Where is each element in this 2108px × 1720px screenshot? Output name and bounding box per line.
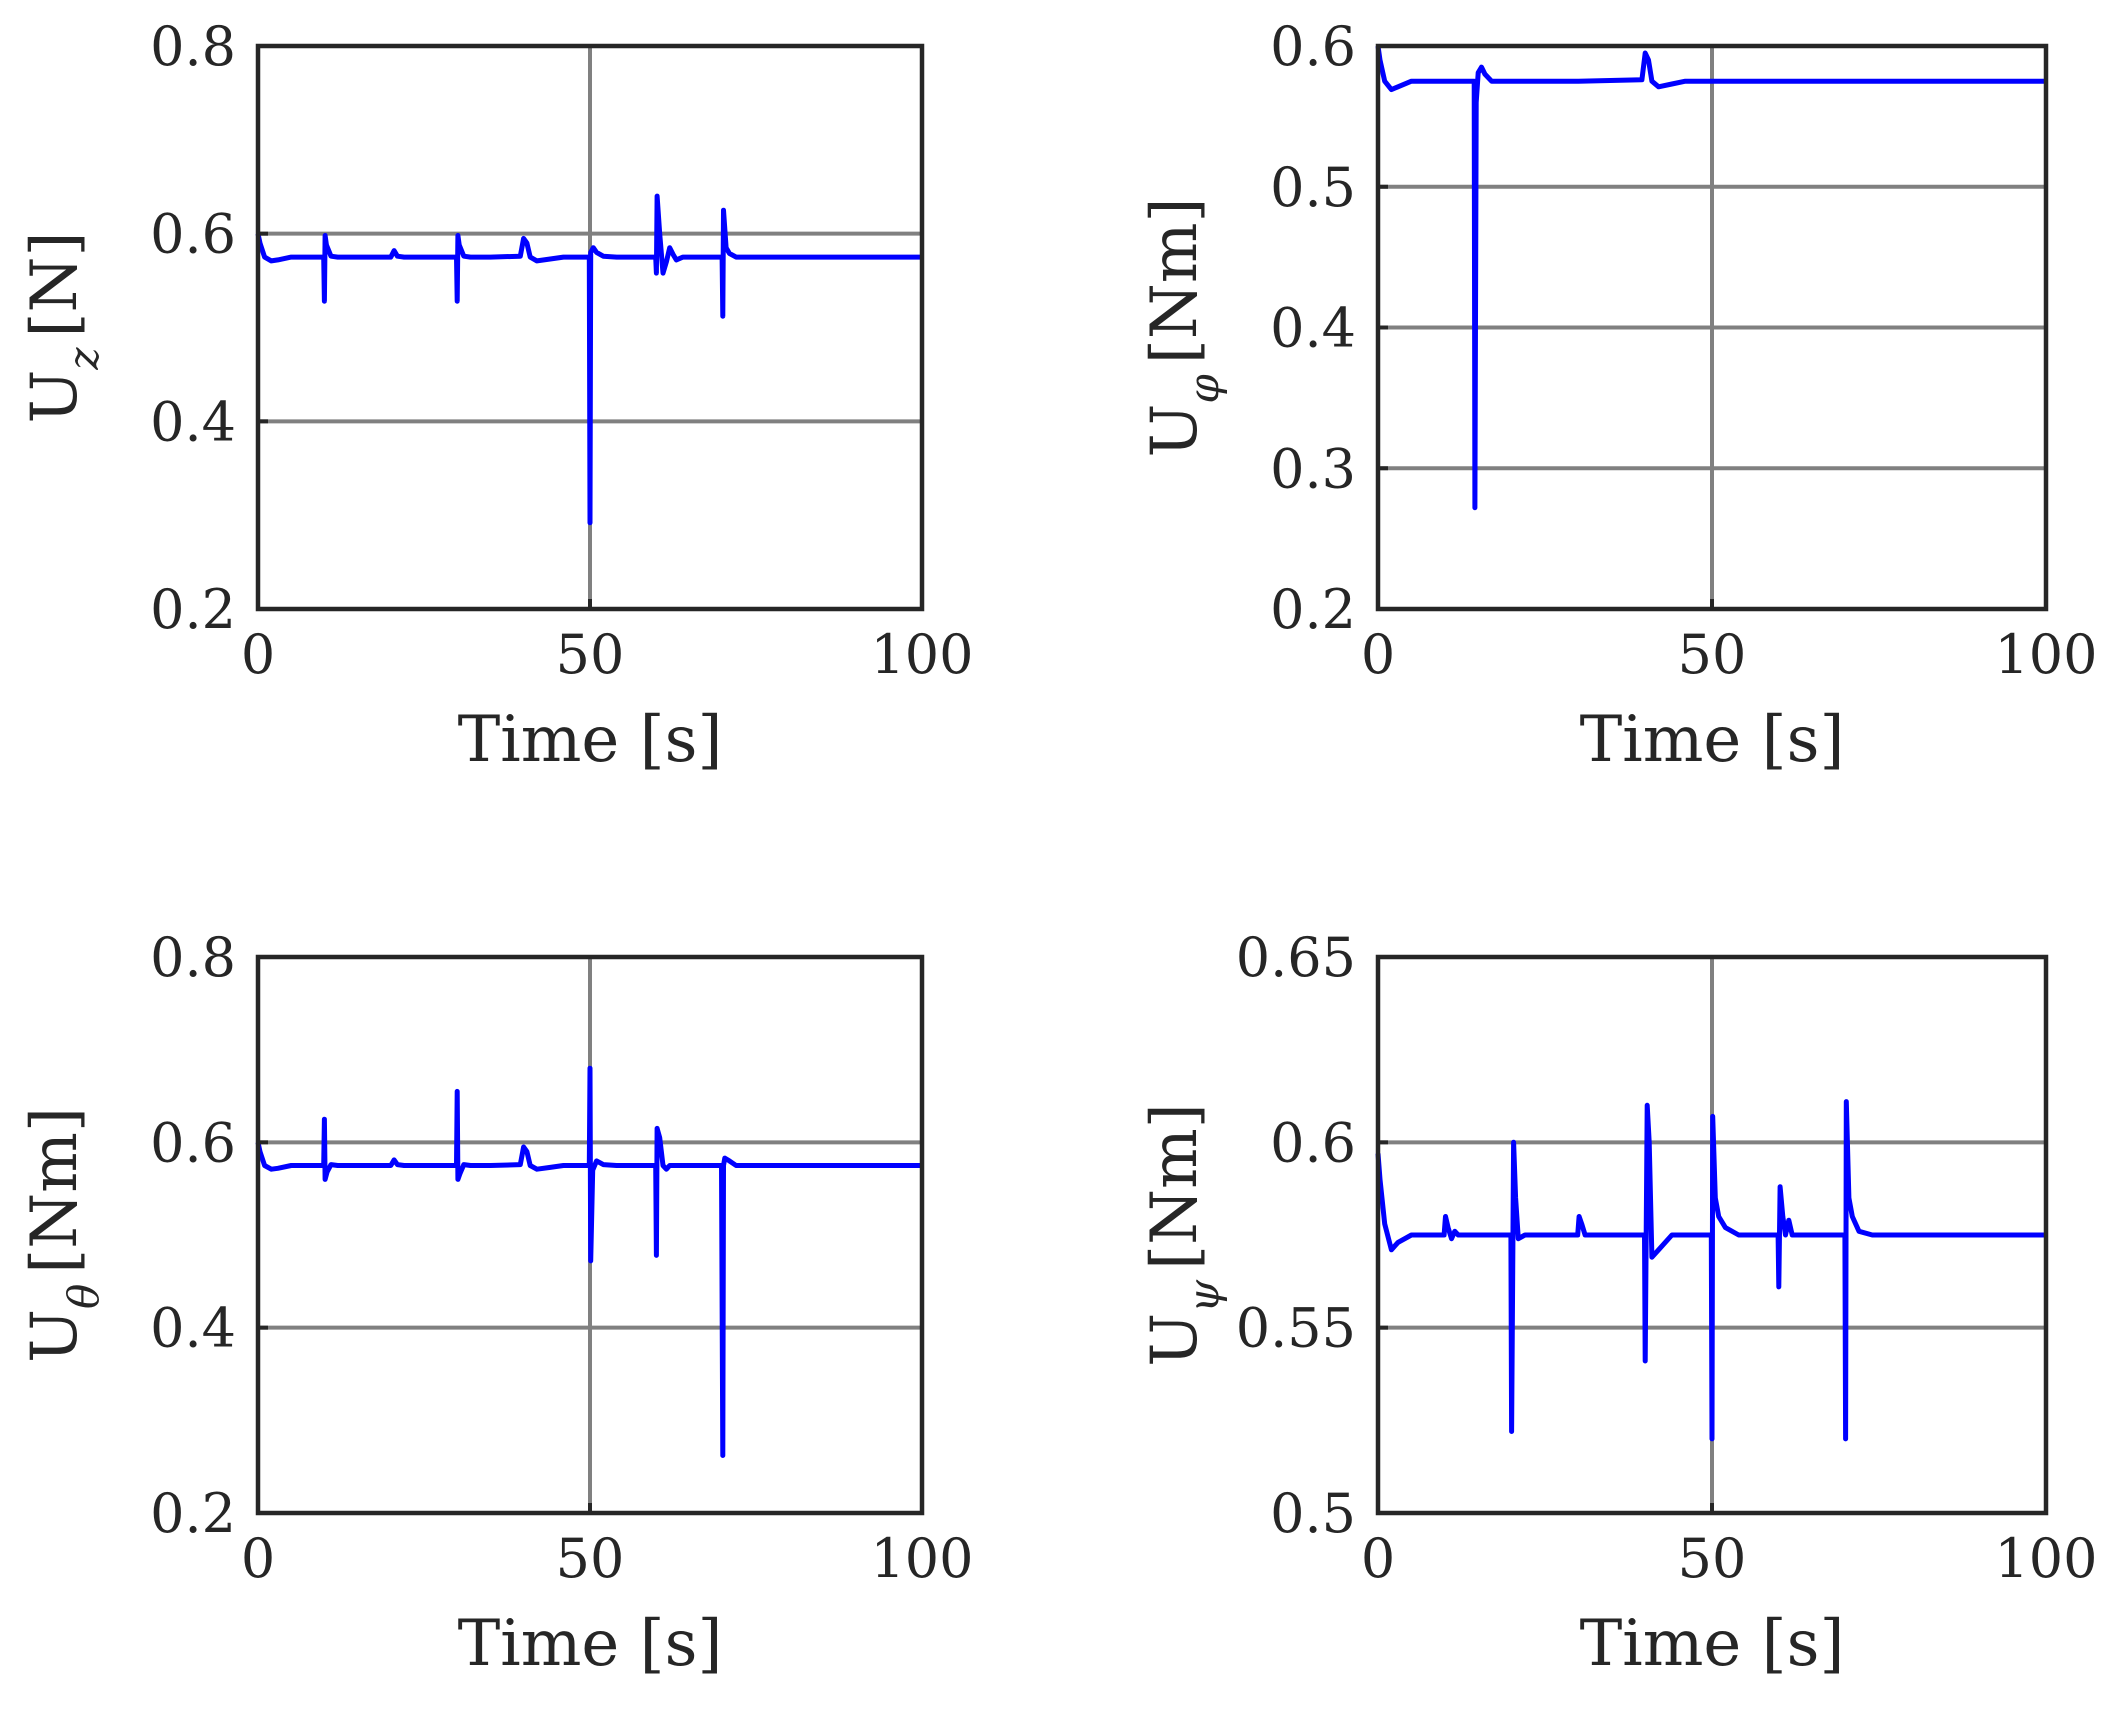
- y-tick-label: 0.8: [150, 926, 236, 989]
- y-axis-label-subscript: z: [59, 347, 108, 371]
- y-axis-label-unit: [Nm]: [18, 1107, 92, 1274]
- x-tick-label: 100: [870, 1527, 973, 1590]
- panel-3: 0 50 100 0.2 0.4 0.6 0.8 Time [s] Uθ [Nm]: [18, 926, 974, 1681]
- x-tick-label: 100: [1994, 623, 2097, 686]
- y-axis-label: Uψ [Nm]: [1138, 1103, 1228, 1367]
- y-tick-label: 0.4: [150, 390, 236, 453]
- y-tick-label: 0.8: [150, 15, 236, 78]
- y-tick-label: 0.4: [1270, 297, 1356, 360]
- y-tick-label: 0.6: [150, 203, 236, 266]
- y-axis-label: Uφ [Nm]: [1138, 198, 1228, 458]
- y-tick-label: 0.2: [1270, 578, 1356, 641]
- x-tick-label: 50: [556, 623, 625, 686]
- y-axis-label-main: U: [1138, 1313, 1212, 1367]
- y-tick-label: 0.2: [150, 1482, 236, 1545]
- y-axis-label-subscript: φ: [1179, 374, 1228, 404]
- y-tick-label: 0.5: [1270, 156, 1356, 219]
- y-axis-label: Uθ [Nm]: [18, 1107, 108, 1363]
- x-axis-label: Time [s]: [1580, 703, 1845, 777]
- y-axis-label-unit: [Nm]: [1138, 198, 1212, 365]
- x-tick-label: 50: [1678, 1527, 1747, 1590]
- y-axis-label-main: U: [18, 370, 92, 424]
- y-axis-label-unit: [Nm]: [1138, 1103, 1212, 1270]
- panel-2: 0 50 100 0.2 0.3 0.4 0.5 0.6 Time [s] Uφ [Nm]: [1138, 15, 2098, 777]
- x-axis-label: Time [s]: [458, 1607, 723, 1681]
- y-tick-label: 0.65: [1236, 926, 1356, 989]
- y-tick-label: 0.6: [1270, 1111, 1356, 1174]
- y-axis-label-subscript: θ: [59, 1284, 108, 1309]
- y-axis-label-unit: [N]: [18, 231, 92, 337]
- series-line-U_z: [255, 193, 922, 526]
- y-axis-label-main: U: [18, 1309, 92, 1363]
- x-tick-label: 0: [1361, 623, 1395, 686]
- y-axis-label: Uz [N]: [18, 231, 108, 423]
- x-tick-label: 50: [556, 1527, 625, 1590]
- y-tick-label: 0.3: [1270, 437, 1356, 500]
- y-tick-label: 0.2: [150, 578, 236, 641]
- y-axis-label-main: U: [1138, 404, 1212, 458]
- y-axis-label-subscript: ψ: [1179, 1279, 1228, 1313]
- series-line-U_phi: [1375, 45, 2046, 511]
- x-tick-label: 0: [241, 623, 275, 686]
- x-tick-label: 50: [1678, 623, 1747, 686]
- x-tick-label: 100: [1994, 1527, 2097, 1590]
- y-tick-label: 0.4: [150, 1297, 236, 1360]
- x-tick-label: 0: [241, 1527, 275, 1590]
- y-tick-label: 0.6: [1270, 15, 1356, 78]
- y-tick-label: 0.6: [150, 1111, 236, 1174]
- x-axis-label: Time [s]: [458, 703, 723, 777]
- y-tick-label: 0.5: [1270, 1482, 1356, 1545]
- x-tick-label: 0: [1361, 1527, 1395, 1590]
- y-tick-label: 0.55: [1236, 1297, 1356, 1360]
- x-axis-label: Time [s]: [1580, 1607, 1845, 1681]
- x-tick-label: 100: [870, 623, 973, 686]
- panel-4: 0 50 100 0.5 0.55 0.6 0.65 Time [s] Uψ [Nm]: [1138, 926, 2098, 1681]
- series-line-U_theta: [255, 1065, 922, 1458]
- panel-1: 0 50 100 0.2 0.4 0.6 0.8 Time [s] Uz [N]: [18, 15, 974, 777]
- series-line-U_psi: [1375, 1099, 2046, 1442]
